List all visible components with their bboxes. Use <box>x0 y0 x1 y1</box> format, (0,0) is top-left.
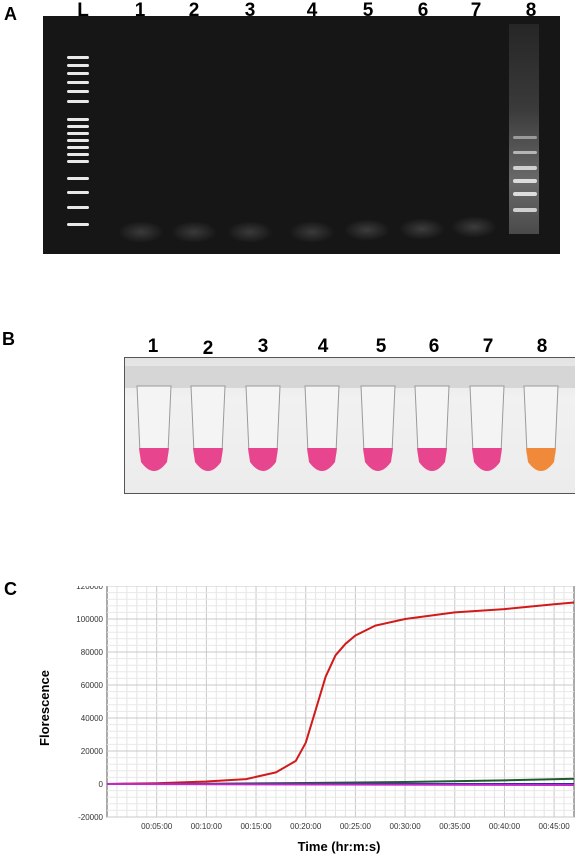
tube-strip-caps <box>125 366 575 388</box>
tube-6 <box>414 385 450 471</box>
tube-1 <box>136 385 172 471</box>
ladder-band <box>67 125 89 128</box>
x-tick-label: 00:35:00 <box>439 822 471 831</box>
panel-c-label: C <box>4 579 17 599</box>
tube-7 <box>469 385 505 471</box>
lane-label-2: 2 <box>188 0 200 21</box>
ladder-band <box>67 90 89 93</box>
fluorescence-chart: -20000020000400006000080000100000120000 … <box>37 586 575 854</box>
tube-label-4: 4 <box>317 336 329 357</box>
ladder-band <box>67 132 89 135</box>
lane-8-smear <box>509 24 539 234</box>
x-tick-label: 00:05:00 <box>141 822 173 831</box>
series-line-4 <box>106 783 575 786</box>
lane-label-6: 6 <box>417 0 429 21</box>
lane-label-ladder: L <box>77 0 89 21</box>
x-tick-label: 00:45:00 <box>539 822 571 831</box>
lane-8-band <box>513 208 537 212</box>
y-tick-label: 80000 <box>81 648 104 657</box>
lane-8-band <box>513 179 537 183</box>
tube-label-7: 7 <box>482 336 494 357</box>
tube-label-3: 3 <box>257 336 269 357</box>
lane-label-4: 4 <box>306 0 318 21</box>
tube-liquid <box>417 448 447 471</box>
x-tick-label: 00:40:00 <box>489 822 521 831</box>
ladder-band <box>67 177 89 180</box>
lane-8-band <box>513 151 537 154</box>
tube-8 <box>523 385 559 471</box>
lane-label-7: 7 <box>470 0 482 21</box>
lane-8-band <box>513 136 537 139</box>
y-tick-label: 20000 <box>81 747 104 756</box>
ladder-band <box>67 191 89 194</box>
lane-glow <box>451 216 497 238</box>
series-lines <box>106 601 575 786</box>
panel-b-label: B <box>2 329 15 349</box>
tube-3 <box>245 385 281 471</box>
tube-liquid <box>363 448 393 471</box>
lane-glow <box>171 221 217 243</box>
tube-label-2: 2 <box>202 338 214 359</box>
tube-liquid <box>248 448 278 471</box>
ladder-band <box>67 72 89 75</box>
lane-label-1: 1 <box>134 0 146 21</box>
x-tick-label: 00:15:00 <box>240 822 272 831</box>
ladder-band <box>67 100 89 103</box>
y-tick-labels: -20000 0 20000 40000 60000 80000 100000 120000 <box>76 586 103 822</box>
x-tick-label: 00:10:00 <box>191 822 223 831</box>
tube-liquid <box>526 448 556 471</box>
ladder-band <box>67 64 89 67</box>
lane-glow <box>227 221 273 243</box>
lane-glow <box>118 221 164 243</box>
tube-strip-drawing <box>125 366 575 471</box>
ladder-band <box>67 81 89 84</box>
x-axis-title: Time (hr:m:s) <box>298 839 381 854</box>
lane-glow <box>399 218 445 240</box>
lane-label-3: 3 <box>244 0 256 21</box>
tube-label-8: 8 <box>536 336 548 357</box>
ladder-band <box>67 206 89 209</box>
lane-8-band <box>513 166 537 170</box>
ladder-band <box>67 139 89 142</box>
series-line-1 <box>106 601 575 785</box>
tube-liquid <box>139 448 169 471</box>
ladder-band <box>67 56 89 59</box>
lane-label-8: 8 <box>525 0 537 21</box>
ladder-band <box>67 146 89 149</box>
x-tick-label: 00:30:00 <box>390 822 422 831</box>
panel-a-label: A <box>4 4 17 24</box>
tube-liquid <box>193 448 223 471</box>
tubes <box>136 385 559 471</box>
tube-liquid <box>307 448 337 471</box>
plot-frame <box>106 586 575 818</box>
ladder-band <box>67 118 89 121</box>
tube-label-6: 6 <box>428 336 440 357</box>
y-tick-label: 40000 <box>81 714 104 723</box>
tube-2 <box>190 385 226 471</box>
tube-liquid <box>472 448 502 471</box>
y-tick-label: 0 <box>99 780 104 789</box>
y-tick-label: 100000 <box>76 615 103 624</box>
tube-label-5: 5 <box>375 336 387 357</box>
y-tick-label: 120000 <box>76 586 103 591</box>
ladder-band <box>67 223 89 226</box>
tube-4 <box>304 385 340 471</box>
ladder-band <box>67 153 89 156</box>
x-tick-label: 00:25:00 <box>340 822 372 831</box>
y-axis-title: Florescence <box>37 670 52 746</box>
tube-5 <box>360 385 396 471</box>
lane-8-band <box>513 192 537 196</box>
ladder-band <box>67 160 89 163</box>
lane-label-5: 5 <box>362 0 374 21</box>
x-tick-label: 00:20:00 <box>290 822 322 831</box>
y-tick-label: 60000 <box>81 681 104 690</box>
lane-glow <box>289 221 335 243</box>
lane-glow <box>344 219 390 241</box>
tube-label-1: 1 <box>147 336 159 357</box>
y-tick-label: -20000 <box>78 813 103 822</box>
tube-photo <box>124 357 575 494</box>
x-tick-labels: 00:05:00 00:10:00 00:15:00 00:20:00 00:25:00… <box>141 822 570 831</box>
gel-image <box>43 16 560 254</box>
